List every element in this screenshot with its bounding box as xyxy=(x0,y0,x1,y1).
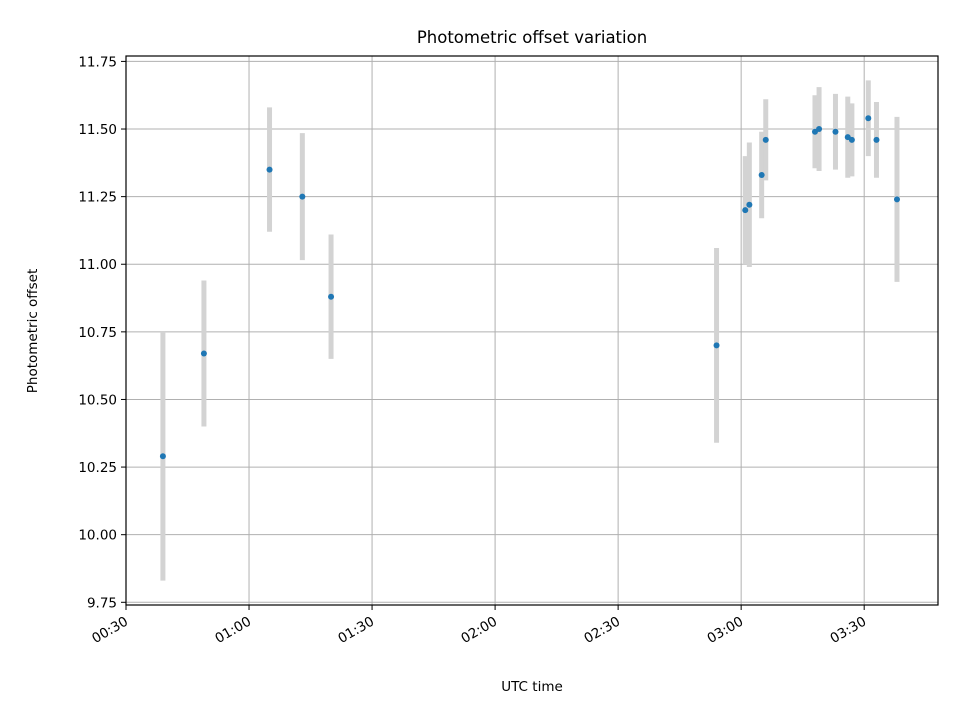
data-point xyxy=(816,126,823,133)
x-tick-label: 02:30 xyxy=(581,614,623,647)
x-tick-label: 03:00 xyxy=(704,614,746,647)
y-axis-ticks: 9.75 10.00 10.25 10.50 10.75 11.00 11.25 11.50 1… xyxy=(78,54,126,611)
y-tick-label: 11.50 xyxy=(78,122,117,138)
x-tick-label: 01:00 xyxy=(212,614,254,647)
y-tick-label: 10.00 xyxy=(78,528,117,544)
data-point xyxy=(746,201,753,208)
y-tick-label: 10.75 xyxy=(78,325,117,341)
data-point xyxy=(200,350,207,357)
x-tick-label: 02:00 xyxy=(458,614,500,647)
data-point xyxy=(742,207,749,214)
data-point xyxy=(713,342,720,349)
data-point xyxy=(762,136,769,143)
x-tick-label: 01:30 xyxy=(335,614,377,647)
data-point xyxy=(758,171,765,178)
y-tick-label: 11.25 xyxy=(78,190,117,206)
y-tick-label: 9.75 xyxy=(87,595,117,611)
plot-frame xyxy=(125,55,939,606)
x-axis-label: UTC time xyxy=(501,679,563,695)
y-tick-label: 11.75 xyxy=(78,54,117,70)
y-tick-label: 11.00 xyxy=(78,257,117,273)
error-bars xyxy=(160,80,900,581)
x-tick-label: 00:30 xyxy=(89,614,131,647)
data-point xyxy=(873,136,880,143)
data-point xyxy=(266,166,273,173)
y-axis-label: Photometric offset xyxy=(25,269,41,393)
y-tick-label: 10.25 xyxy=(78,460,117,476)
y-tick-label: 10.50 xyxy=(78,392,117,408)
chart-title: Photometric offset variation xyxy=(417,28,647,47)
grid xyxy=(125,56,938,605)
data-point xyxy=(848,136,855,143)
data-point xyxy=(865,115,872,122)
data-point xyxy=(159,453,166,460)
data-points xyxy=(159,115,900,460)
x-tick-label: 03:30 xyxy=(827,614,869,647)
data-point xyxy=(299,193,306,200)
x-axis-ticks: 00:30 01:00 01:30 02:00 02:30 03:00 03:30 xyxy=(89,605,869,647)
data-point xyxy=(328,293,335,300)
data-point xyxy=(832,128,839,135)
data-point xyxy=(893,196,900,203)
